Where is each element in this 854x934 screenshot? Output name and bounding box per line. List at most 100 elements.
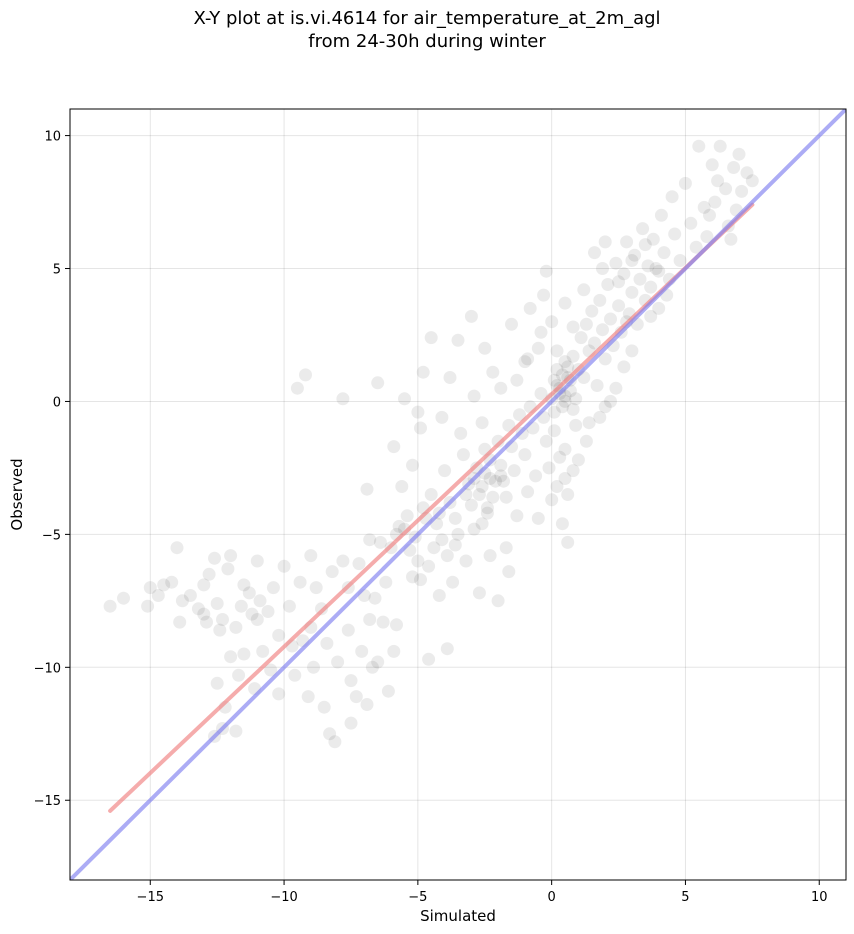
scatter-point	[518, 448, 532, 462]
scatter-point	[499, 490, 513, 504]
scatter-point	[561, 488, 575, 501]
scatter-point	[593, 410, 607, 424]
scatter-point	[550, 344, 564, 358]
y-tick-label: −15	[34, 794, 61, 809]
scatter-point	[534, 325, 548, 339]
scatter-point	[210, 597, 224, 610]
scatter-point	[435, 533, 449, 547]
scatter-point	[617, 360, 631, 374]
scatter-point	[379, 575, 393, 589]
scatter-point	[547, 373, 561, 387]
scatter-point	[325, 565, 339, 579]
scatter-point	[585, 304, 599, 318]
scatter-point	[582, 416, 596, 430]
scatter-point	[628, 248, 642, 262]
scatter-point	[529, 469, 543, 483]
scatter-point	[491, 434, 505, 448]
scatter-point	[491, 594, 505, 608]
scatter-point	[558, 442, 572, 456]
scatter-point	[668, 227, 682, 241]
scatter-point	[398, 392, 411, 406]
scatter-point	[467, 522, 481, 536]
scatter-point	[432, 589, 446, 602]
scatter-point	[406, 458, 419, 472]
scatter-point	[213, 623, 227, 637]
x-tick-label: 5	[681, 890, 689, 905]
scatter-point	[478, 341, 492, 355]
scatter-point	[336, 392, 350, 406]
scatter-point	[371, 655, 385, 669]
scatter-point	[577, 283, 591, 297]
scatter-point	[502, 565, 516, 579]
scatter-point	[371, 376, 385, 390]
scatter-point	[625, 285, 639, 299]
scatter-point	[609, 256, 623, 270]
scatter-point	[232, 668, 246, 682]
scatter-point	[411, 554, 425, 568]
scatter-point	[406, 570, 419, 584]
scatter-point	[609, 381, 623, 395]
scatter-point	[253, 594, 267, 608]
scatter-point	[561, 360, 575, 374]
scatter-point	[424, 488, 438, 501]
scatter-point	[646, 232, 660, 246]
scatter-point	[200, 615, 213, 629]
scatter-point	[558, 394, 572, 408]
scatter-point	[320, 636, 334, 650]
scatter-point	[229, 724, 243, 738]
scatter-point	[566, 349, 580, 363]
scatter-point	[483, 549, 497, 563]
scatter-point	[531, 511, 545, 525]
scatter-point	[558, 355, 572, 369]
scatter-point	[309, 581, 323, 595]
scatter-point	[173, 615, 187, 629]
scatter-point	[368, 591, 382, 605]
scatter-point	[590, 379, 604, 392]
scatter-point	[224, 549, 238, 563]
y-tick-label: 10	[44, 130, 61, 145]
scatter-point	[392, 519, 406, 533]
scatter-point	[427, 541, 441, 555]
scatter-point	[467, 389, 481, 403]
scatter-point	[604, 394, 617, 408]
y-tick-label: −10	[34, 661, 61, 676]
scatter-point	[539, 264, 553, 278]
scatter-point	[440, 549, 454, 563]
scatter-point	[545, 493, 559, 507]
scatter-point	[290, 381, 304, 395]
scatter-point	[521, 485, 535, 499]
y-axis-label: Observed	[8, 458, 26, 530]
scatter-point	[390, 618, 403, 632]
scatter-point	[344, 716, 358, 730]
scatter-point	[700, 230, 714, 244]
scatter-point	[735, 184, 749, 198]
x-tick-label: −5	[408, 890, 427, 905]
scatter-point	[579, 434, 593, 448]
scatter-point	[612, 275, 626, 289]
scatter-point	[360, 698, 374, 711]
scatter-point	[598, 352, 612, 366]
y-tick-label: 0	[53, 395, 61, 410]
scatter-point	[360, 482, 374, 496]
scatter-point	[221, 562, 235, 576]
scatter-point	[523, 301, 537, 315]
scatter-point	[277, 559, 291, 573]
x-tick-label: 10	[811, 890, 828, 905]
scatter-point	[534, 387, 548, 400]
scatter-point	[256, 644, 270, 658]
scatter-point	[224, 650, 238, 664]
scatter-point	[507, 464, 521, 478]
scatter-point	[521, 352, 535, 366]
scatter-point	[719, 182, 733, 196]
scatter-point	[550, 363, 564, 376]
scatter-point	[373, 535, 387, 549]
scatter-point	[625, 254, 639, 267]
scatter-point	[242, 586, 256, 600]
scatter-point	[464, 498, 478, 512]
scatter-point	[165, 575, 179, 589]
scatter-point	[472, 586, 486, 600]
scatter-point	[641, 259, 655, 273]
scatter-point	[395, 480, 409, 493]
scatter-point	[344, 674, 358, 688]
scatter-point	[537, 288, 551, 302]
